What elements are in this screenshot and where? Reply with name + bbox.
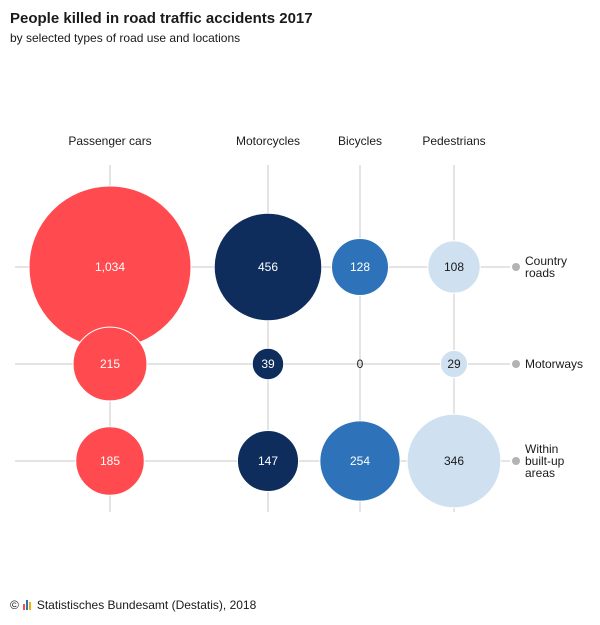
source-text: Statistisches Bundesamt (Destatis), 2018 — [36, 598, 257, 612]
bubble-passenger-cars-motorways — [72, 326, 148, 402]
value-label-bicycles-motorways: 0 — [357, 357, 364, 371]
row-label-country-roads: Country roads — [525, 254, 567, 280]
bubble-pedestrians-motorways — [439, 349, 469, 379]
value-labels: 1,034 456 128 108 215 39 0 29 185 147 254 346 — [95, 260, 464, 468]
row-label-line: areas — [525, 466, 555, 480]
bubble-motorcycles-motorways — [251, 347, 285, 381]
row-marker-country-roads — [512, 263, 520, 271]
row-label-line: Within — [525, 442, 558, 456]
row-label-line: built-up — [525, 454, 565, 468]
bubble-motorcycles-within-built-up-areas — [236, 429, 300, 493]
value-label-motorcycles-country-roads: 456 — [258, 260, 278, 274]
row-label-line: Motorways — [525, 357, 583, 371]
value-label-passenger-cars-motorways: 215 — [100, 357, 120, 371]
value-label-motorcycles-within-built-up-areas: 147 — [258, 454, 278, 468]
value-label-pedestrians-motorways: 29 — [447, 357, 461, 371]
row-marker-within-built-up-areas — [512, 457, 520, 465]
column-header-pedestrians: Pedestrians — [422, 134, 485, 148]
bubbles — [28, 185, 502, 509]
value-label-bicycles-within-built-up-areas: 254 — [350, 454, 370, 468]
copyright-symbol: © — [10, 598, 19, 612]
bubble-chart: Passenger cars Motorcycles Bicycles Pedestr… — [15, 134, 583, 512]
value-label-pedestrians-country-roads: 108 — [444, 260, 464, 274]
footer: © Statistisches Bundesamt (Destatis), 20… — [10, 598, 256, 612]
row-label-line: roads — [525, 266, 555, 280]
bubble-bicycles-within-built-up-areas — [319, 420, 401, 502]
value-label-passenger-cars-within-built-up-areas: 185 — [100, 454, 120, 468]
column-header-motorcycles: Motorcycles — [236, 134, 300, 148]
value-label-pedestrians-within-built-up-areas: 346 — [444, 454, 464, 468]
bubble-pedestrians-country-roads — [427, 240, 481, 294]
value-label-bicycles-country-roads: 128 — [350, 260, 370, 274]
bubble-bicycles-country-roads — [331, 238, 389, 296]
column-header-passenger-cars: Passenger cars — [68, 134, 151, 148]
row-label-motorways: Motorways — [525, 357, 583, 371]
destatis-logo-icon — [22, 600, 31, 610]
row-label-within-built-up-areas: Within built-up areas — [525, 442, 565, 480]
chart-title: People killed in road traffic accidents … — [10, 10, 313, 27]
value-label-motorcycles-motorways: 39 — [261, 357, 275, 371]
chart-subtitle: by selected types of road use and locati… — [10, 31, 241, 45]
bubble-motorcycles-country-roads — [213, 212, 323, 322]
bubble-pedestrians-within-built-up-areas — [406, 413, 502, 509]
column-header-bicycles: Bicycles — [338, 134, 382, 148]
row-marker-motorways — [512, 360, 520, 368]
row-label-line: Country — [525, 254, 567, 268]
value-label-passenger-cars-country-roads: 1,034 — [95, 260, 125, 274]
bubble-passenger-cars-within-built-up-areas — [75, 426, 145, 496]
